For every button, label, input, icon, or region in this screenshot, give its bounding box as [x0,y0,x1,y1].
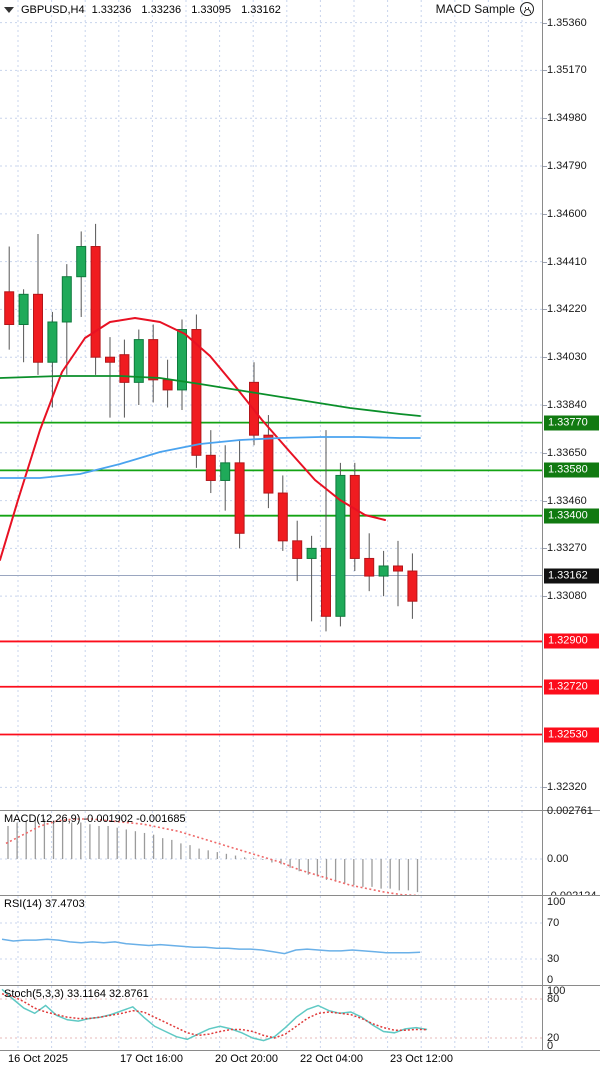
price-tick-mark [543,548,547,550]
open-value: 1.33236 [91,4,132,16]
price-tick-mark [543,261,547,263]
macd-tick-label: 0.00 [547,853,569,866]
price-tick-mark [543,787,547,789]
resistance-level-badge[interactable]: 1.32720 [544,679,599,695]
watermark-label: MACD Sample [435,2,515,16]
stoch-panel: Stoch(5,3,3) 33.1164 32.8761 100 80 20 0 [0,985,600,1052]
price-tick-label: 1.33080 [547,590,587,603]
price-plot-area[interactable] [0,0,542,810]
rsi-tick-label: 100 [547,896,566,908]
rsi-tick-label: 30 [547,953,560,965]
time-axis: 16 Oct 2025 17 Oct 16:00 20 Oct 20:00 22 Oc… [0,1050,600,1068]
price-tick-label: 1.34790 [547,160,587,173]
high-value: 1.33236 [141,4,182,16]
support-level-badge[interactable]: 1.33400 [544,508,599,524]
low-value: 1.33095 [191,4,231,16]
price-tick-mark [543,500,547,502]
price-tick-label: 1.35170 [547,64,587,77]
resistance-level-badge[interactable]: 1.32900 [544,633,599,649]
macd-title: MACD(12,26,9) [4,813,81,825]
chart-header: GBPUSD,H4 1.33236 1.33236 1.33095 1.3316… [0,0,542,20]
time-axis-label: 20 Oct 20:00 [215,1053,278,1065]
stoch-tick-label: 100 [547,985,566,997]
price-tick-label: 1.33460 [547,494,587,507]
macd-svg [0,811,542,895]
chart-watermark: MACD Sample [436,2,534,16]
stoch-value-1: 33.1164 [66,988,106,1000]
price-candlestick-svg [0,0,542,810]
price-panel: 1.35360 1.35170 1.34980 1.34790 1.34600 1.344… [0,0,600,810]
time-axis-label: 23 Oct 12:00 [390,1053,453,1065]
close-value: 1.33162 [241,4,281,16]
price-tick-label: 1.33650 [547,446,587,459]
macd-plot-area[interactable] [0,811,542,895]
price-tick-label: 1.33270 [547,542,587,555]
stoch-value-2: 32.8761 [109,988,149,1000]
rsi-svg [0,896,542,985]
price-tick-mark [543,405,547,406]
stoch-tick-label: 80 [547,993,560,1005]
stoch-axis: 100 80 20 0 [542,985,600,1052]
caret-down-icon[interactable] [4,7,14,13]
price-tick-mark [543,596,547,598]
price-tick-label: 1.34600 [547,207,587,220]
price-tick-label: 1.32320 [547,781,587,794]
symbol-timeframe-label: GBPUSD,H4 [21,4,85,16]
stoch-tick-label: 20 [547,1032,560,1044]
rsi-title-row: RSI(14) 37.4703 [4,898,85,910]
rsi-tick-label: 70 [547,917,560,929]
rsi-axis: 100 70 30 0 [542,896,600,986]
stoch-plot-area[interactable] [0,986,542,1050]
price-tick-label: 1.34980 [547,112,587,125]
price-tick-mark [543,166,547,168]
price-tick-mark [543,213,547,215]
current-price-badge[interactable]: 1.33162 [544,568,599,584]
resistance-level-badge[interactable]: 1.32530 [544,727,599,743]
support-level-badge[interactable]: 1.33770 [544,415,599,431]
rsi-value: 37.4703 [44,898,85,910]
macd-panel: MACD(12,26,9) -0.001902 -0.001685 0.0027… [0,805,600,902]
price-tick-label: 1.34410 [547,255,587,268]
time-axis-label: 17 Oct 16:00 [120,1053,183,1065]
price-tick-mark [543,309,547,311]
stoch-title: Stoch(5,3,3) [4,988,64,1000]
price-tick-mark [543,22,547,24]
price-tick-mark [543,118,547,120]
sad-face-icon [520,2,534,16]
stoch-tick-label: 0 [547,1040,554,1052]
macd-value-1: -0.001902 [83,813,134,825]
rsi-tick-label: 0 [547,974,554,986]
price-tick-mark [543,452,547,454]
price-tick-mark [543,70,547,72]
price-axis[interactable]: 1.35360 1.35170 1.34980 1.34790 1.34600 1.344… [542,0,600,810]
rsi-panel: RSI(14) 37.4703 100 70 30 0 [0,895,600,986]
ohlc-values: 1.33236 1.33236 1.33095 1.33162 [92,4,288,16]
price-tick-label: 1.34030 [547,351,587,364]
price-tick-label: 1.33840 [547,399,587,411]
price-tick-label: 1.34220 [547,303,587,316]
time-axis-label: 16 Oct 2025 [8,1053,68,1065]
rsi-plot-area[interactable] [0,896,542,985]
macd-tick-label: 0.002761 [547,805,593,817]
stoch-title-row: Stoch(5,3,3) 33.1164 32.8761 [4,988,149,1000]
stoch-svg [0,986,542,1050]
support-level-badge[interactable]: 1.33580 [544,462,599,478]
price-tick-label: 1.35360 [547,16,587,29]
macd-title-row: MACD(12,26,9) -0.001902 -0.001685 [4,813,186,825]
rsi-title: RSI(14) [4,898,42,910]
price-tick-mark [543,357,547,359]
time-axis-label: 22 Oct 04:00 [300,1053,363,1065]
macd-value-2: -0.001685 [136,813,186,825]
